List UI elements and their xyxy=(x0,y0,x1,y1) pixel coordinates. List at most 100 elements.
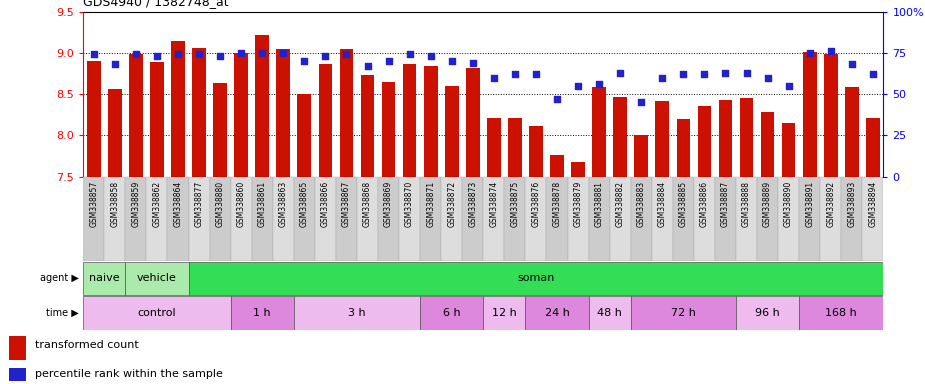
Text: GSM338872: GSM338872 xyxy=(447,181,456,227)
Text: GSM338868: GSM338868 xyxy=(363,181,372,227)
Bar xyxy=(382,82,395,177)
Text: GSM338878: GSM338878 xyxy=(552,181,561,227)
Text: GSM338888: GSM338888 xyxy=(742,181,751,227)
Point xyxy=(276,50,290,56)
Point xyxy=(465,60,480,66)
Bar xyxy=(294,296,420,329)
Bar xyxy=(487,118,500,177)
Bar xyxy=(294,177,314,261)
Text: GSM338863: GSM338863 xyxy=(278,181,288,227)
Bar xyxy=(445,86,459,177)
Point xyxy=(782,83,796,89)
Text: GSM338862: GSM338862 xyxy=(153,181,162,227)
Text: soman: soman xyxy=(517,273,555,283)
Point xyxy=(402,51,417,58)
Point xyxy=(297,58,312,64)
Text: 1 h: 1 h xyxy=(253,308,271,318)
Bar xyxy=(441,177,462,261)
Text: naive: naive xyxy=(89,273,119,283)
Bar xyxy=(146,177,167,261)
Point xyxy=(508,71,523,77)
Text: transformed count: transformed count xyxy=(35,340,139,350)
Bar xyxy=(298,94,311,177)
Point xyxy=(339,51,354,58)
Text: GSM338883: GSM338883 xyxy=(636,181,646,227)
Text: GSM338894: GSM338894 xyxy=(869,181,877,227)
Point xyxy=(739,70,754,76)
Bar xyxy=(719,100,733,177)
Point xyxy=(697,71,712,77)
Bar xyxy=(230,296,294,329)
Bar xyxy=(420,177,441,261)
Text: time ▶: time ▶ xyxy=(46,308,79,318)
Text: 6 h: 6 h xyxy=(443,308,461,318)
Text: GSM338876: GSM338876 xyxy=(532,181,540,227)
Bar xyxy=(214,83,227,177)
Point xyxy=(823,48,838,54)
Point xyxy=(866,71,881,77)
Bar xyxy=(631,177,652,261)
Bar xyxy=(171,41,185,177)
Text: GSM338881: GSM338881 xyxy=(595,181,604,227)
Bar xyxy=(234,53,248,177)
Text: percentile rank within the sample: percentile rank within the sample xyxy=(35,369,223,379)
Bar xyxy=(588,177,610,261)
Bar xyxy=(862,177,883,261)
Point xyxy=(444,58,459,64)
Bar xyxy=(656,101,669,177)
Bar xyxy=(592,87,606,177)
Bar xyxy=(525,296,588,329)
Bar xyxy=(210,177,230,261)
Bar xyxy=(462,177,483,261)
Bar xyxy=(361,75,375,177)
Bar xyxy=(130,54,142,177)
Bar xyxy=(255,35,269,177)
Bar xyxy=(9,336,26,360)
Bar xyxy=(820,177,841,261)
Text: 3 h: 3 h xyxy=(348,308,365,318)
Point xyxy=(170,51,185,58)
Text: GSM338875: GSM338875 xyxy=(511,181,520,227)
Text: GSM338870: GSM338870 xyxy=(405,181,414,227)
Bar xyxy=(550,155,564,177)
Bar xyxy=(318,65,332,177)
Text: GSM338874: GSM338874 xyxy=(489,181,499,227)
Bar xyxy=(525,177,547,261)
Bar xyxy=(273,177,294,261)
Bar xyxy=(357,177,378,261)
Point xyxy=(318,53,333,59)
Bar xyxy=(588,296,631,329)
Text: GSM338884: GSM338884 xyxy=(658,181,667,227)
Bar xyxy=(87,61,101,177)
Point xyxy=(802,50,817,56)
Bar xyxy=(694,177,715,261)
Bar xyxy=(189,177,210,261)
Point xyxy=(592,81,607,87)
Text: GSM338865: GSM338865 xyxy=(300,181,309,227)
Bar xyxy=(466,68,480,177)
Bar xyxy=(736,296,799,329)
Point xyxy=(487,74,501,81)
Point xyxy=(86,51,101,58)
Point xyxy=(528,71,543,77)
Text: 96 h: 96 h xyxy=(755,308,780,318)
Bar xyxy=(150,62,164,177)
Bar xyxy=(378,177,399,261)
Text: GSM338873: GSM338873 xyxy=(468,181,477,227)
Point xyxy=(234,50,249,56)
Point xyxy=(150,53,165,59)
Text: GSM338885: GSM338885 xyxy=(679,181,688,227)
Text: GSM338886: GSM338886 xyxy=(700,181,709,227)
Text: agent ▶: agent ▶ xyxy=(40,273,79,283)
Text: GSM338866: GSM338866 xyxy=(321,181,330,227)
Bar xyxy=(126,262,189,295)
Text: GSM338857: GSM338857 xyxy=(90,181,98,227)
Bar xyxy=(230,177,252,261)
Bar xyxy=(841,177,862,261)
Bar xyxy=(83,262,126,295)
Text: 24 h: 24 h xyxy=(545,308,570,318)
Text: 12 h: 12 h xyxy=(492,308,517,318)
Bar xyxy=(424,66,438,177)
Point xyxy=(191,51,206,58)
Text: GSM338893: GSM338893 xyxy=(847,181,857,227)
